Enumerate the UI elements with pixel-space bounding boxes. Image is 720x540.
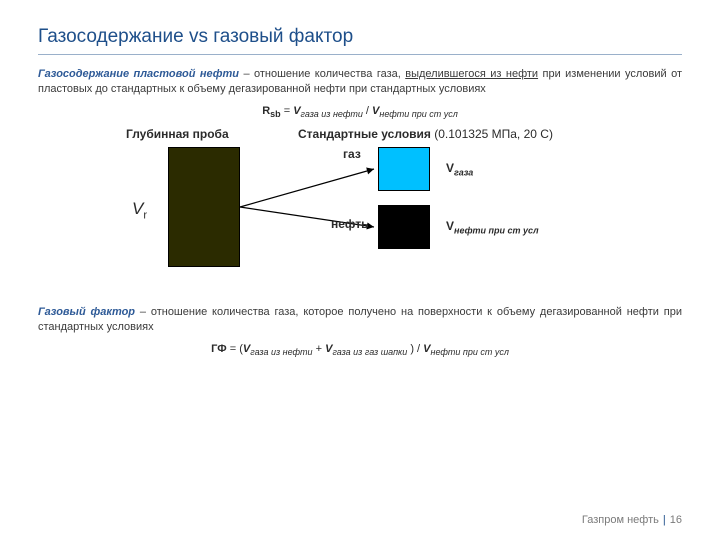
divider: [38, 54, 682, 55]
diagram: Глубинная проба Стандартные условия (0.1…: [38, 127, 682, 297]
formula-rsb: Rsb = Vгаза из нефти / Vнефти при ст усл: [38, 105, 682, 119]
vgas-sub: газа: [454, 167, 473, 177]
f2-v2-sub: газа из газ шапки: [332, 347, 407, 357]
v-reservoir: Vr: [132, 199, 147, 221]
f2-plus: +: [313, 343, 326, 355]
slide: Газосодержание vs газовый фактор Газосод…: [0, 0, 720, 540]
lead-term-1: Газосодержание пластовой нефти: [38, 68, 239, 80]
f2-eq: = (: [227, 343, 243, 355]
definition-gas-factor: Газовый фактор – отношение количества га…: [38, 305, 682, 335]
f2-v3: V: [423, 343, 430, 355]
f2-v1-sub: газа из нефти: [250, 347, 312, 357]
lead-term-2: Газовый фактор: [38, 306, 135, 318]
footer-bar: |: [659, 514, 670, 526]
label-oil: нефть: [331, 217, 369, 231]
f1-lhs: R: [262, 105, 270, 117]
f1-v1: V: [293, 105, 300, 117]
v-gas: Vгаза: [446, 161, 473, 177]
p1-underlined: выделившегося из нефти: [405, 68, 538, 80]
formula-gf: ГФ = (Vгаза из нефти + Vгаза из газ шапк…: [38, 343, 682, 357]
footer-brand: Газпром нефть: [582, 514, 659, 526]
f2-v3-sub: нефти при ст усл: [431, 347, 509, 357]
footer-page: 16: [670, 514, 682, 526]
vr-sub: r: [143, 209, 147, 221]
voil-sub: нефти при ст усл: [454, 225, 539, 235]
f2-lhs: ГФ: [211, 343, 227, 355]
f1-lhs-sub: sb: [270, 109, 281, 119]
voil-v: V: [446, 219, 454, 233]
vgas-v: V: [446, 161, 454, 175]
v-oil: Vнефти при ст усл: [446, 219, 539, 235]
f1-slash: /: [363, 105, 372, 117]
footer: Газпром нефть|16: [582, 514, 682, 526]
vr-v: V: [132, 199, 143, 218]
f1-eq: =: [281, 105, 294, 117]
f1-v2-sub: нефти при ст усл: [379, 109, 457, 119]
f1-v1-sub: газа из нефти: [301, 109, 363, 119]
label-gas: газ: [343, 147, 361, 161]
p2-rest: – отношение количества газа, которое пол…: [38, 306, 682, 333]
page-title: Газосодержание vs газовый фактор: [38, 26, 682, 48]
definition-gas-content: Газосодержание пластовой нефти – отношен…: [38, 67, 682, 97]
f2-close: ) /: [407, 343, 423, 355]
p1-rest1: – отношение количества газа,: [239, 68, 405, 80]
